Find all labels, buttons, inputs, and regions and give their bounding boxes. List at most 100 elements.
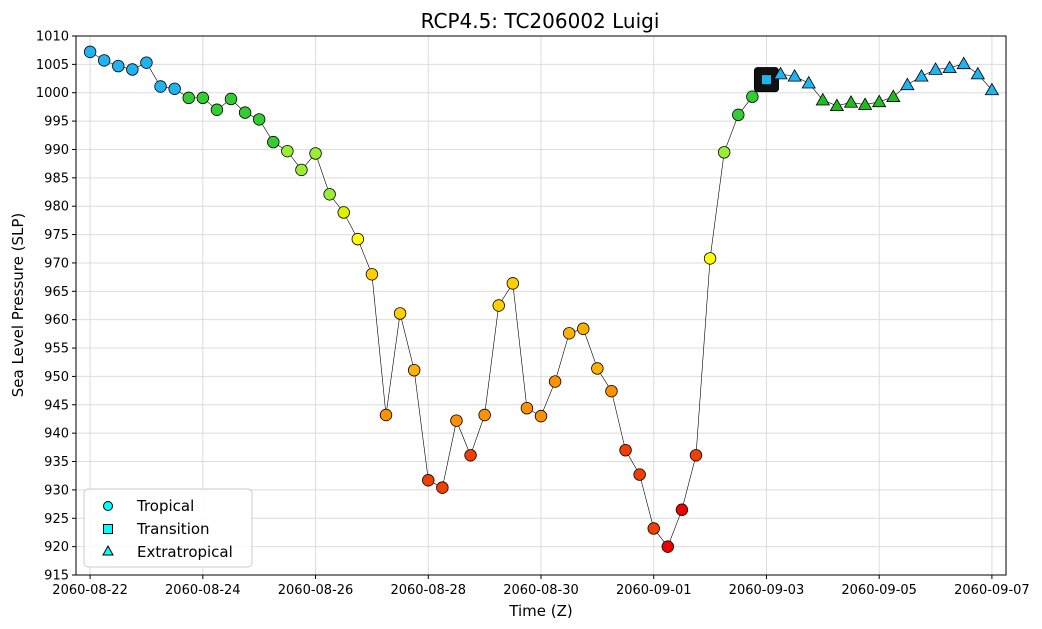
y-tick-label: 935 xyxy=(44,455,69,470)
data-point-tropical xyxy=(112,59,125,73)
data-point-tropical xyxy=(337,206,350,219)
data-point-tropical xyxy=(224,92,238,106)
x-axis-ticks: 2060-08-22 2060-08-24 2060-08-26 2060-08-28… xyxy=(52,575,1030,598)
legend-extratropical-label: Extratropical xyxy=(137,543,233,561)
data-point-tropical xyxy=(365,268,379,281)
data-point-tropical xyxy=(534,409,548,423)
data-point-extratropical xyxy=(942,60,957,74)
data-point-tropical xyxy=(295,163,308,177)
data-point-transition xyxy=(761,74,772,86)
grid xyxy=(76,35,1006,576)
y-tick-label: 930 xyxy=(44,483,69,498)
data-point-extratropical xyxy=(787,68,802,82)
data-point-extratropical xyxy=(857,97,873,110)
y-tick-label: 920 xyxy=(44,540,69,555)
data-point-tropical xyxy=(577,322,590,335)
chart-title: RCP4.5: TC206002 Luigi xyxy=(421,9,660,33)
data-point-tropical xyxy=(619,443,632,457)
y-tick-label: 1005 xyxy=(36,58,69,73)
y-tick-label: 1010 xyxy=(36,30,69,45)
legend-transition-label: Transition xyxy=(136,520,210,538)
data-point-tropical xyxy=(591,362,604,375)
data-point-tropical xyxy=(407,363,421,377)
data-point-tropical xyxy=(562,327,576,340)
x-tick-label: 2060-09-05 xyxy=(841,583,917,598)
legend-box xyxy=(83,488,253,568)
y-tick-label: 975 xyxy=(44,228,69,243)
data-point-tropical xyxy=(548,375,562,388)
data-point-extratropical xyxy=(829,98,845,112)
data-point-tropical xyxy=(647,522,660,535)
data-point-tropical xyxy=(196,91,210,105)
data-point-extratropical xyxy=(984,82,1000,96)
data-point-tropical xyxy=(746,90,759,103)
data-point-extratropical xyxy=(956,56,971,70)
data-point-extratropical xyxy=(886,89,901,102)
x-tick-label: 2060-08-24 xyxy=(165,583,241,598)
x-tick-label: 2060-09-01 xyxy=(616,583,692,598)
y-axis-label: Sea Level Pressure (SLP) xyxy=(9,213,27,398)
data-point-extratropical xyxy=(928,62,943,75)
data-point-tropical xyxy=(379,408,393,422)
data-point-tropical xyxy=(675,503,689,516)
data-point-tropical xyxy=(436,481,449,494)
y-tick-label: 985 xyxy=(44,171,69,186)
y-tick-label: 990 xyxy=(44,143,69,158)
data-point-tropical xyxy=(393,307,407,320)
data-point-tropical xyxy=(126,63,139,76)
data-point-tropical xyxy=(351,232,365,246)
y-tick-label: 950 xyxy=(44,370,69,385)
data-points xyxy=(83,45,1000,553)
data-point-extratropical xyxy=(970,66,986,80)
x-tick-label: 2060-08-30 xyxy=(503,583,579,598)
data-point-tropical xyxy=(450,414,463,427)
y-tick-label: 940 xyxy=(44,427,69,442)
data-point-extratropical xyxy=(843,95,859,108)
data-point-extratropical xyxy=(773,66,788,80)
data-point-tropical xyxy=(464,449,477,462)
y-tick-label: 970 xyxy=(44,256,69,271)
data-point-tropical xyxy=(422,474,435,487)
data-point-extratropical xyxy=(914,68,929,82)
data-point-tropical xyxy=(633,468,646,481)
y-tick-label: 945 xyxy=(44,398,69,413)
x-tick-label: 2060-09-03 xyxy=(729,583,805,598)
data-point-tropical xyxy=(140,56,153,69)
data-point-tropical xyxy=(689,449,703,462)
legend-tropical-marker xyxy=(103,501,113,511)
data-point-extratropical xyxy=(815,92,831,106)
data-point-tropical xyxy=(661,540,675,553)
data-point-tropical xyxy=(717,146,731,159)
y-tick-label: 995 xyxy=(44,115,69,130)
data-point-tropical xyxy=(252,113,266,126)
data-point-tropical xyxy=(83,45,97,59)
data-point-tropical xyxy=(703,252,717,265)
data-point-tropical xyxy=(238,106,252,119)
y-tick-label: 960 xyxy=(44,313,69,328)
data-point-extratropical xyxy=(871,94,887,108)
y-tick-label: 955 xyxy=(44,342,69,357)
y-tick-label: 980 xyxy=(44,200,69,215)
x-tick-label: 2060-08-28 xyxy=(390,583,466,598)
data-point-tropical xyxy=(506,277,520,290)
data-point-tropical xyxy=(168,82,181,95)
plot-frame xyxy=(75,35,1007,576)
data-point-tropical xyxy=(520,401,534,415)
legend-tropical-label: Tropical xyxy=(136,497,194,515)
data-point-tropical xyxy=(97,54,111,67)
data-point-tropical xyxy=(492,299,505,312)
data-point-extratropical xyxy=(900,77,915,91)
data-point-tropical xyxy=(281,144,294,158)
x-tick-label: 2060-08-22 xyxy=(52,583,128,598)
data-point-tropical xyxy=(154,80,167,93)
y-axis-ticks: 915 920 925 930 935 940 945 950 955 960 965 970 975 9… xyxy=(36,30,76,584)
legend-transition-marker xyxy=(103,524,113,534)
data-point-tropical xyxy=(210,103,224,116)
legend: Tropical Transition Extratropical xyxy=(83,488,253,568)
data-point-tropical xyxy=(732,108,745,122)
data-point-extratropical xyxy=(801,75,816,89)
x-axis-label: Time (Z) xyxy=(508,602,572,620)
data-point-tropical xyxy=(267,135,280,149)
y-tick-label: 1000 xyxy=(36,86,69,101)
